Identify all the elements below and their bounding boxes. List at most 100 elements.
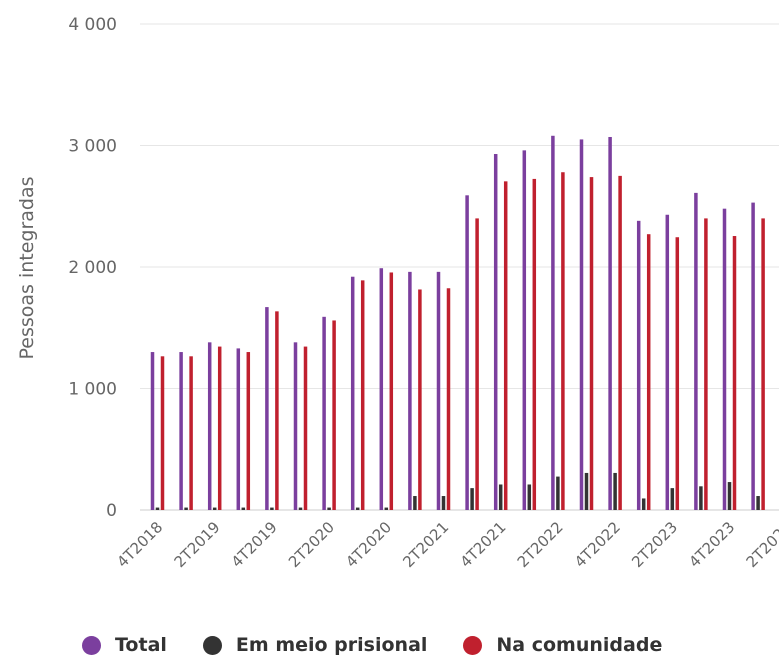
bar-total-4T2020[interactable] [379, 268, 384, 510]
bar-na-comunidade-3T2019[interactable] [246, 352, 251, 510]
bar-total-2T2022[interactable] [551, 135, 555, 510]
bar-na-comunidade-3T2020[interactable] [360, 280, 365, 510]
x-tick-label: 2T2023 [628, 518, 681, 571]
x-tick-label: 2T2019 [171, 518, 224, 571]
bar-na-comunidade-4T2023[interactable] [732, 236, 737, 510]
bar-na-comunidade-2T2022[interactable] [561, 172, 565, 511]
bar-total-1T2023[interactable] [636, 220, 641, 510]
bar-total-4T2022[interactable] [608, 136, 612, 510]
bar-em-meio-prisional-4T2023[interactable] [727, 482, 732, 510]
bar-em-meio-prisional-2T2019[interactable] [212, 507, 217, 510]
bar-total-4T2023[interactable] [722, 208, 727, 510]
bar-em-meio-prisional-1T2021[interactable] [413, 496, 417, 510]
bar-total-3T2022[interactable] [579, 139, 584, 511]
bar-na-comunidade-3T2021[interactable] [475, 218, 479, 510]
bar-total-3T2023[interactable] [694, 192, 698, 510]
legend-label-em-meio-prisional: Em meio prisional [235, 634, 428, 656]
x-tick-label: 4T2019 [228, 518, 281, 571]
legend-label-total: Total [115, 634, 167, 656]
x-tick-label: 2T2020 [285, 518, 338, 571]
bar-em-meio-prisional-2T2022[interactable] [556, 476, 560, 510]
bar-total-1T2019[interactable] [179, 352, 183, 510]
bar-na-comunidade-3T2022[interactable] [589, 177, 594, 510]
bar-em-meio-prisional-4T2021[interactable] [498, 484, 503, 510]
bar-na-comunidade-2T2021[interactable] [446, 288, 451, 510]
bar-na-comunidade-1T2023[interactable] [646, 234, 651, 510]
bar-na-comunidade-2T2020[interactable] [332, 320, 336, 510]
legend-marker-na-comunidade [463, 635, 483, 655]
x-tick-label: 4T2020 [342, 518, 395, 571]
bar-na-comunidade-4T2019[interactable] [275, 311, 279, 510]
y-tick-labels: 0 1 000 2 000 3 000 4 000 [68, 15, 117, 521]
y-axis-label: Pessoas integradas [16, 176, 38, 359]
bar-na-comunidade-2T2019[interactable] [217, 346, 222, 510]
bar-total-3T2019[interactable] [236, 348, 241, 510]
bar-na-comunidade-3T2023[interactable] [704, 218, 708, 510]
bar-total-3T2021[interactable] [465, 195, 469, 510]
bar-em-meio-prisional-3T2023[interactable] [699, 486, 703, 510]
bar-na-comunidade-4T2018[interactable] [160, 356, 165, 510]
bar-em-meio-prisional-3T2020[interactable] [355, 507, 360, 510]
bar-em-meio-prisional-1T2019[interactable] [184, 507, 188, 510]
y-tick-label: 2 000 [68, 258, 117, 278]
bar-total-1T2022[interactable] [522, 150, 527, 511]
bar-em-meio-prisional-4T2019[interactable] [270, 507, 274, 510]
bar-total-1T2020[interactable] [293, 342, 298, 510]
bar-na-comunidade-1T2019[interactable] [189, 356, 193, 510]
bar-na-comunidade-1T2020[interactable] [303, 346, 308, 510]
bar-total-2T2021[interactable] [436, 271, 441, 510]
bar-na-comunidade-1T2022[interactable] [532, 178, 537, 510]
bar-em-meio-prisional-1T2023[interactable] [641, 498, 646, 510]
grid-lines [140, 23, 779, 511]
x-tick-labels: 4T2018 2T2019 4T2019 2T2020 4T2020 2T2021 4T20… [113, 518, 779, 571]
bar-total-4T2018[interactable] [150, 352, 155, 510]
y-tick-label: 3 000 [68, 137, 117, 157]
bar-total-4T2021[interactable] [493, 154, 498, 510]
bar-na-comunidade-1T2024[interactable] [761, 218, 765, 510]
bar-total-1T2024[interactable] [751, 202, 755, 511]
bar-total-3T2020[interactable] [350, 276, 355, 510]
x-tick-label: 2T2021 [399, 518, 452, 571]
y-tick-label: 0 [106, 501, 117, 521]
bar-em-meio-prisional-3T2022[interactable] [584, 472, 589, 510]
x-tick-label: 4T2023 [685, 518, 738, 571]
y-tick-label: 4 000 [68, 15, 117, 35]
bar-total-4T2019[interactable] [265, 307, 269, 510]
legend-item-total[interactable]: Total [82, 634, 167, 656]
bar-em-meio-prisional-4T2022[interactable] [613, 472, 617, 510]
bar-total-2T2019[interactable] [207, 342, 212, 510]
bar-em-meio-prisional-3T2021[interactable] [470, 488, 474, 510]
legend-item-na-comunidade[interactable]: Na comunidade [463, 634, 662, 656]
bar-em-meio-prisional-3T2019[interactable] [241, 507, 246, 510]
x-tick-label: 4T2018 [113, 518, 166, 571]
x-tick-label: 2T2024 [743, 518, 779, 571]
bar-em-meio-prisional-1T2024[interactable] [756, 496, 760, 510]
x-tick-label: 2T2022 [514, 518, 567, 571]
bar-em-meio-prisional-4T2020[interactable] [384, 507, 389, 510]
bars [150, 135, 765, 511]
bar-na-comunidade-1T2021[interactable] [418, 289, 422, 510]
bar-na-comunidade-4T2020[interactable] [389, 272, 394, 510]
bar-na-comunidade-4T2021[interactable] [503, 181, 508, 510]
x-tick-label: 4T2022 [571, 518, 624, 571]
bar-em-meio-prisional-2T2020[interactable] [327, 507, 331, 510]
y-tick-label: 1 000 [68, 380, 117, 400]
legend: Total Em meio prisional Na comunidade [82, 634, 698, 656]
bar-na-comunidade-4T2022[interactable] [618, 175, 622, 510]
bar-total-1T2021[interactable] [408, 271, 412, 510]
bar-em-meio-prisional-1T2022[interactable] [527, 484, 532, 510]
x-tick-label: 4T2021 [457, 518, 510, 571]
bar-total-2T2020[interactable] [322, 316, 326, 510]
bar-em-meio-prisional-4T2018[interactable] [155, 507, 160, 510]
bar-em-meio-prisional-1T2020[interactable] [298, 507, 303, 510]
bar-em-meio-prisional-2T2021[interactable] [441, 496, 446, 510]
legend-marker-total [82, 635, 101, 655]
legend-marker-em-meio-prisional [202, 635, 222, 655]
legend-item-em-meio-prisional[interactable]: Em meio prisional [202, 634, 428, 656]
bar-na-comunidade-2T2023[interactable] [675, 237, 680, 511]
legend-label-na-comunidade: Na comunidade [496, 634, 663, 656]
bar-total-2T2023[interactable] [665, 214, 670, 510]
bar-em-meio-prisional-2T2023[interactable] [670, 488, 675, 510]
